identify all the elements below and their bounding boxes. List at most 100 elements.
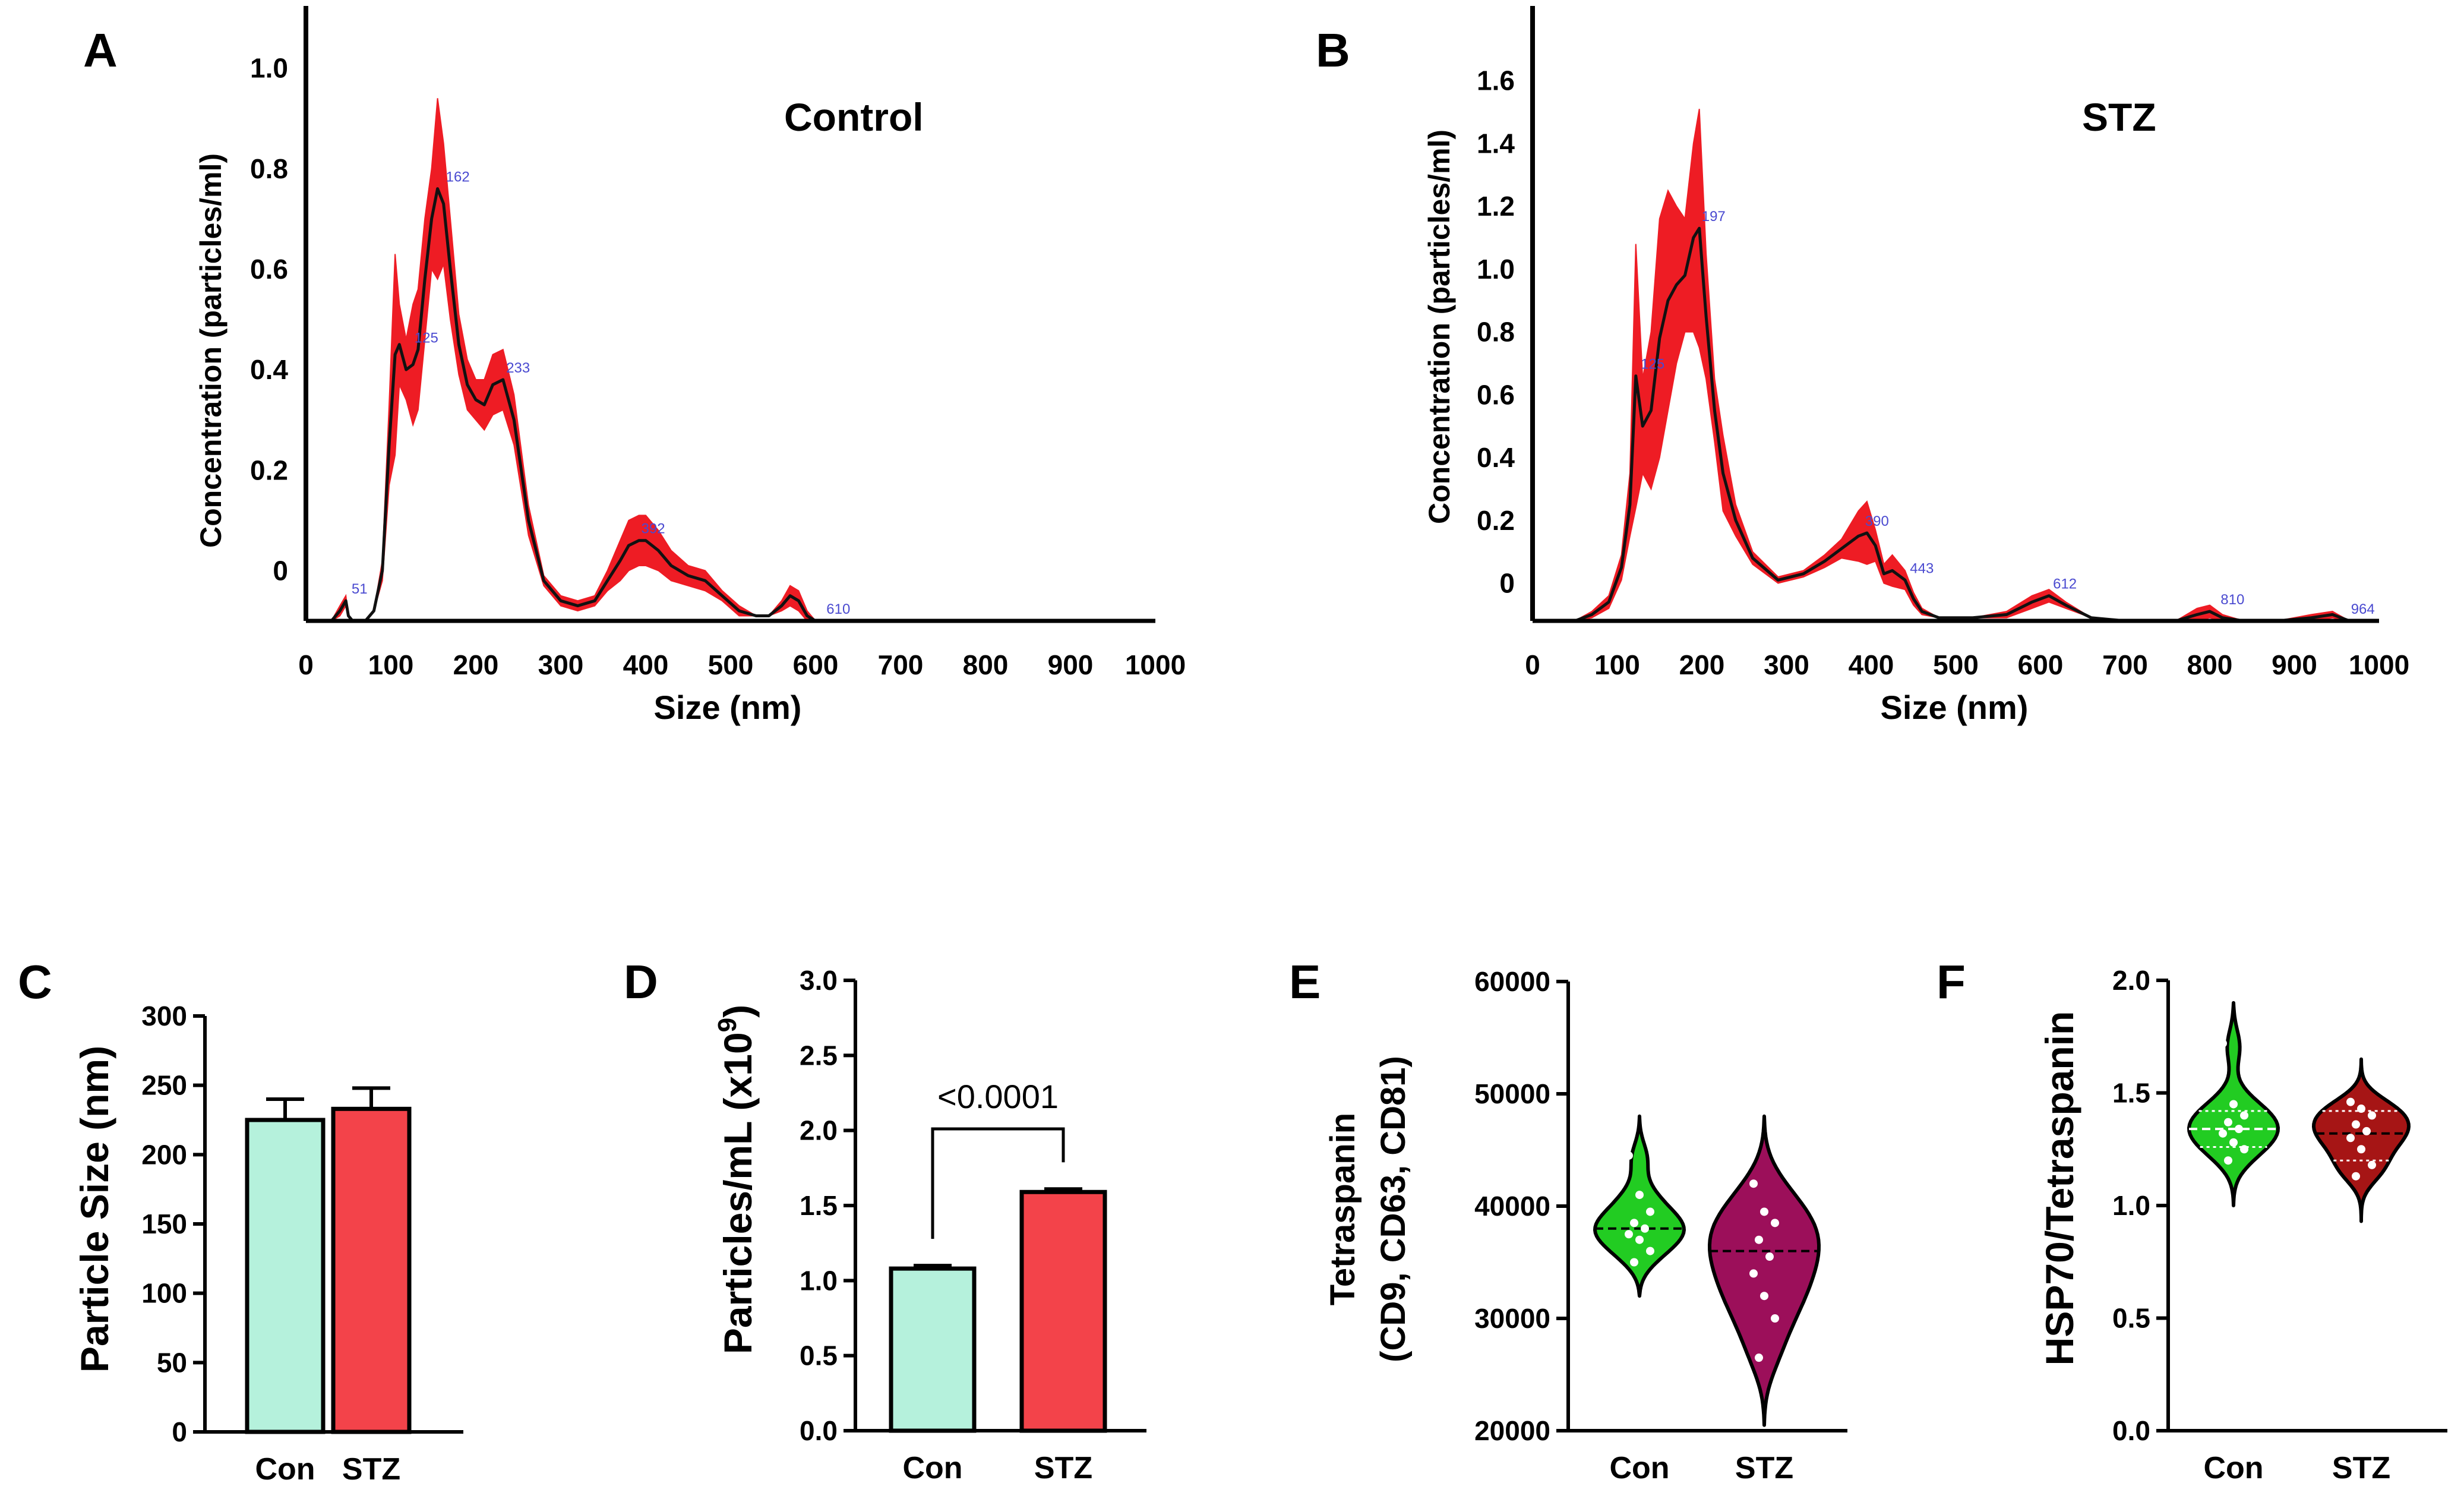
panel-d-ylabel: Particles/mL (x109): [713, 1005, 760, 1354]
panel-a-peak-label: 610: [826, 601, 850, 617]
panel-d-y-tick-label: 0.0: [800, 1415, 838, 1446]
panel-d-ylabel-close: ): [716, 1005, 760, 1018]
panel-b-peak-label: 612: [2053, 576, 2077, 592]
panel-a-ylabel: Concentration (particles/ml): [194, 153, 228, 548]
panel-b-y-tick-label: 0.6: [1477, 379, 1515, 410]
panel-f-y-tick-label: 2.0: [2112, 965, 2150, 996]
panel-e-data-point: [1749, 1269, 1758, 1278]
panel-e-x-tick-label: STZ: [1735, 1451, 1793, 1485]
panel-b-mean-line: [1533, 226, 2379, 623]
panel-f-data-point: [2346, 1097, 2355, 1106]
panel-f-y-tick-label: 0.5: [2112, 1303, 2150, 1334]
panel-b-x-tick-label: 900: [2272, 649, 2317, 680]
panel-a-y-tick-label: 0.2: [250, 455, 288, 485]
panel-f-data-point: [2368, 1160, 2376, 1169]
panel-d-y-tick-label: 1.0: [800, 1265, 838, 1296]
panel-b-peak-label: 810: [2220, 592, 2244, 608]
panel-letter-a: A: [83, 24, 118, 77]
panel-e-violin: [1593, 1114, 1686, 1298]
panel-a-x-tick-label: 1000: [1125, 649, 1186, 680]
panel-e-data-point: [1641, 1224, 1649, 1233]
panel-d-ylabel-main: Particles/mL (x10: [716, 1032, 760, 1354]
panel-a-y-tick-label: 0.4: [250, 354, 288, 385]
panel-f-data-point: [2352, 1172, 2360, 1181]
panel-d-chart: Particles/mL (x109) <0.0001 0.0 0.5 1.0 1.5…: [713, 965, 1146, 1485]
panel-e-data-point: [1635, 1235, 1644, 1244]
panel-e-data-point: [1765, 1252, 1774, 1261]
panel-b-x-tick-label: 600: [2018, 649, 2064, 680]
panel-a-x-tick-label: 100: [368, 649, 414, 680]
panel-letter-c: C: [18, 955, 52, 1008]
panel-d-y-tick-label: 2.5: [800, 1040, 838, 1071]
panel-b-peak-label: 964: [2351, 601, 2375, 617]
panel-b-chart: STZ Size (nm) Concentration (particles/m…: [1423, 6, 2409, 726]
panel-b-y-tick-label: 1.2: [1477, 191, 1515, 222]
panel-b-x-tick-label: 0: [1525, 649, 1540, 680]
panel-f-data-point: [2224, 1118, 2232, 1126]
panel-e-data-point: [1635, 1191, 1644, 1200]
panel-c-bar: [331, 1106, 412, 1434]
panel-b-x-tick-label: 400: [1849, 649, 1894, 680]
panel-f-x-tick-label: Con: [2203, 1451, 2263, 1485]
panel-a-x-tick-label: 200: [453, 649, 499, 680]
panel-b-xlabel: Size (nm): [1881, 689, 2029, 726]
panel-e-data-point: [1646, 1247, 1654, 1255]
panel-a-title: Control: [784, 95, 924, 139]
panel-d-y-tick-label: 0.5: [800, 1340, 838, 1371]
panel-f-data-point: [2346, 1134, 2355, 1143]
panel-a-chart: Control Size (nm) Concentration (particl…: [194, 6, 1186, 726]
panel-f-data-point: [2224, 1156, 2232, 1165]
panel-e-data-point: [1749, 1179, 1758, 1188]
panel-e-y-tick-label: 30000: [1474, 1303, 1550, 1334]
panel-letter-b: B: [1316, 24, 1350, 77]
panel-f-violin: [2312, 1057, 2411, 1223]
panel-e-x-tick-label: Con: [1609, 1451, 1669, 1485]
panel-a-peak-label: 51: [352, 581, 368, 597]
panel-a-x-tick-label: 700: [878, 649, 924, 680]
panel-f-data-point: [2229, 1100, 2238, 1109]
panel-c-chart: Particle Size (nm) 0 50 100 150 200 250 300 Con…: [72, 1001, 463, 1487]
panel-f-data-point: [2240, 1145, 2248, 1154]
panel-b-peak-label: 197: [1702, 209, 1726, 225]
panel-b-y-tick-label: 0.8: [1477, 317, 1515, 348]
panel-b-x-tick-label: 1000: [2349, 649, 2409, 680]
panel-e-y-tick-label: 60000: [1474, 966, 1550, 997]
panel-e-data-point: [1755, 1235, 1763, 1244]
panel-e-data-point: [1625, 1230, 1633, 1239]
panel-letter-e: E: [1289, 955, 1321, 1008]
panel-a-x-tick-label: 600: [793, 649, 839, 680]
panel-c-ylabel: Particle Size (nm): [72, 1046, 116, 1372]
panel-e-data-point: [1760, 1292, 1768, 1301]
panel-f-data-point: [2368, 1111, 2376, 1120]
panel-f-data-point: [2240, 1111, 2248, 1120]
panel-c-y-tick-label: 250: [141, 1070, 187, 1101]
panel-a-y-tick-label: 0.6: [250, 254, 288, 285]
panel-a-x-tick-label: 300: [538, 649, 584, 680]
panel-f-data-point: [2352, 1120, 2360, 1129]
panel-d-y-tick-label: 2.0: [800, 1115, 838, 1146]
panel-f-x-tick-label: STZ: [2332, 1451, 2390, 1485]
panel-f-data-point: [2219, 1039, 2227, 1048]
panel-e-y-tick-label: 50000: [1474, 1078, 1550, 1109]
panel-f-chart: HSP70/Tetraspanin 0.0 0.5 1.0 1.5 2.0 Con STZ: [2037, 965, 2447, 1485]
panel-a-peak-label: 125: [415, 330, 438, 346]
panel-c-y-tick-label: 100: [141, 1278, 187, 1309]
panel-c-bar: [245, 1118, 326, 1434]
panel-a-x-tick-label: 500: [708, 649, 754, 680]
panel-d-x-tick-label: Con: [902, 1451, 962, 1485]
panel-a-x-tick-label: 0: [298, 649, 314, 680]
panel-b-x-tick-label: 500: [1933, 649, 1979, 680]
panel-c-x-tick-label: Con: [255, 1452, 315, 1487]
panel-e-y-tick-label: 40000: [1474, 1191, 1550, 1222]
panel-b-y-tick-label: 1.4: [1477, 128, 1515, 159]
panel-b-x-tick-label: 100: [1594, 649, 1640, 680]
panel-f-data-point: [2235, 1125, 2243, 1134]
panel-c-y-tick-label: 0: [172, 1416, 187, 1447]
panel-a-x-tick-label: 800: [963, 649, 1009, 680]
panel-b-title: STZ: [2082, 95, 2156, 139]
panel-e-ylabel: Tetraspanin: [1323, 1113, 1362, 1305]
panel-f-y-tick-label: 0.0: [2112, 1415, 2150, 1446]
panel-b-x-tick-label: 200: [1679, 649, 1725, 680]
panel-b-y-tick-label: 1.6: [1477, 65, 1515, 96]
